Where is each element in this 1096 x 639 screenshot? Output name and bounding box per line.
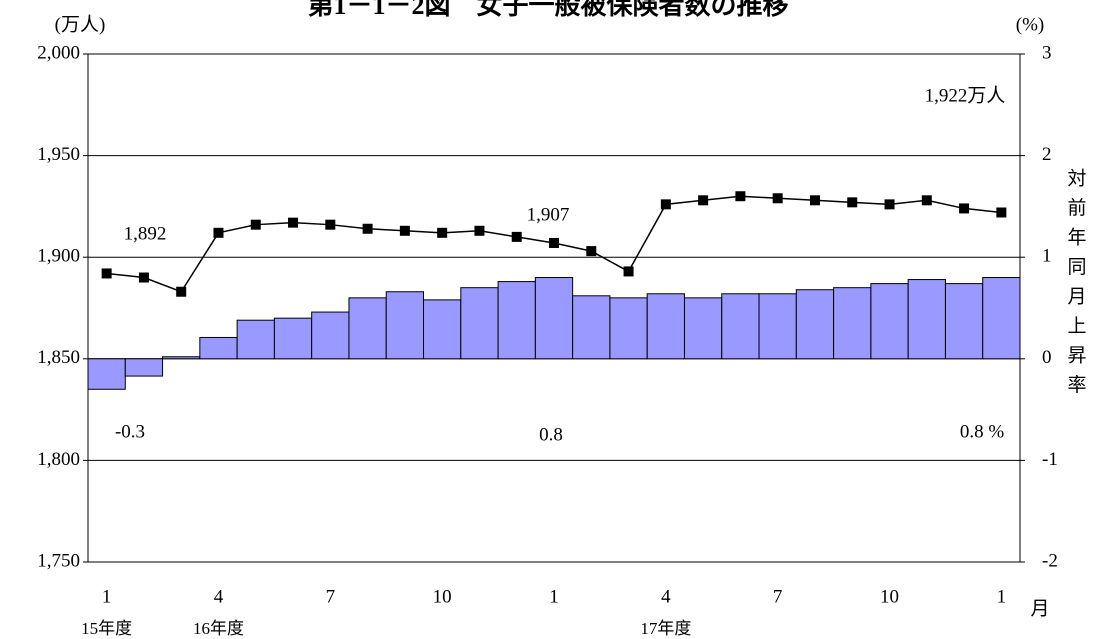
bar — [982, 277, 1021, 360]
x-tick-label: 7 — [326, 586, 336, 607]
x-tick-label: 4 — [661, 586, 671, 607]
marker — [698, 195, 709, 206]
bar — [944, 283, 984, 360]
x-tick-label: 1 — [102, 586, 112, 607]
x-tick-label: 4 — [214, 586, 224, 607]
y2-axis-label-char: 同 — [1067, 257, 1086, 278]
x-tick-label: 1 — [549, 586, 559, 607]
marker — [772, 193, 783, 204]
annotation: 1,907 — [527, 204, 570, 225]
y-tick-label: 2,000 — [37, 42, 80, 63]
bar — [907, 279, 946, 360]
bar — [833, 287, 872, 360]
bar — [572, 295, 611, 360]
y-tick-label: 1,750 — [37, 550, 80, 571]
marker — [176, 286, 187, 297]
marker — [474, 225, 485, 236]
y2-tick-label: -2 — [1042, 550, 1058, 571]
y2-tick-label: 3 — [1042, 42, 1052, 63]
marker — [325, 219, 336, 230]
bar — [423, 299, 462, 360]
bar — [683, 297, 723, 360]
bar — [124, 358, 164, 377]
bar — [758, 293, 797, 360]
bar — [646, 293, 685, 360]
marker — [250, 219, 261, 230]
marker — [884, 199, 895, 210]
x-tick-label: 7 — [773, 586, 783, 607]
bar — [236, 319, 275, 360]
marker — [959, 203, 970, 214]
marker — [511, 231, 522, 242]
marker — [101, 268, 112, 279]
y-tick-label: 1,800 — [37, 449, 80, 470]
y-tick-label: 1,900 — [37, 246, 80, 267]
y2-axis-label-char: 対 — [1067, 167, 1086, 189]
marker — [623, 266, 634, 277]
y2-tick-label: 2 — [1042, 144, 1052, 165]
y2-tick-label: 0 — [1042, 347, 1052, 368]
bar — [795, 289, 835, 360]
x-unit: 月 — [1030, 598, 1049, 619]
y2-axis-label-char: 月 — [1067, 286, 1086, 307]
annotation: 1,922万人 — [925, 84, 1006, 106]
annotation: 0.8 — [539, 424, 563, 445]
annotation: -0.3 — [115, 421, 145, 442]
marker — [362, 223, 373, 234]
bar — [385, 291, 425, 360]
bar — [199, 336, 238, 360]
marker — [437, 227, 448, 238]
marker — [399, 225, 410, 236]
marker — [586, 246, 597, 257]
bar — [460, 287, 499, 360]
x-year-label: 17年度 — [640, 619, 691, 638]
marker — [996, 207, 1007, 218]
marker — [213, 227, 224, 238]
y2-unit: (%) — [1016, 14, 1044, 35]
y2-axis-label-char: 昇 — [1067, 345, 1086, 366]
bar — [87, 358, 126, 390]
bar — [721, 293, 760, 360]
bar — [497, 281, 536, 360]
marker — [549, 237, 559, 248]
marker — [138, 272, 149, 283]
bar — [609, 297, 648, 360]
marker — [847, 197, 858, 208]
x-tick-label: 1 — [997, 586, 1007, 607]
y2-tick-label: 1 — [1042, 246, 1052, 267]
marker — [809, 195, 820, 206]
bar — [534, 277, 574, 360]
y-tick-label: 1,950 — [37, 144, 80, 165]
annotation: 1,892 — [124, 223, 167, 244]
y-unit: (万人) — [55, 13, 106, 35]
marker — [660, 199, 671, 210]
annotation: 0.8 % — [960, 421, 1005, 442]
marker — [921, 195, 932, 206]
marker — [288, 217, 299, 228]
marker — [735, 191, 746, 202]
x-tick-label: 10 — [880, 586, 899, 607]
y2-axis-label-char: 率 — [1067, 374, 1086, 396]
y-tick-label: 1,850 — [37, 347, 80, 368]
x-year-label: 16年度 — [193, 619, 244, 638]
x-year-label: 15年度 — [81, 619, 132, 638]
y2-axis-label-char: 上 — [1067, 315, 1086, 337]
x-tick-label: 10 — [433, 586, 452, 607]
y2-tick-label: -1 — [1042, 449, 1058, 470]
y2-axis-label-char: 前 — [1067, 197, 1086, 219]
bar — [311, 311, 350, 360]
bar — [162, 356, 201, 360]
bar — [870, 283, 909, 360]
bar — [348, 297, 387, 360]
bar — [273, 317, 313, 360]
y2-axis-label-char: 年 — [1067, 226, 1086, 248]
chart-title: 第1－1－2図 女子一般被保険者数の推移 — [307, 0, 788, 20]
